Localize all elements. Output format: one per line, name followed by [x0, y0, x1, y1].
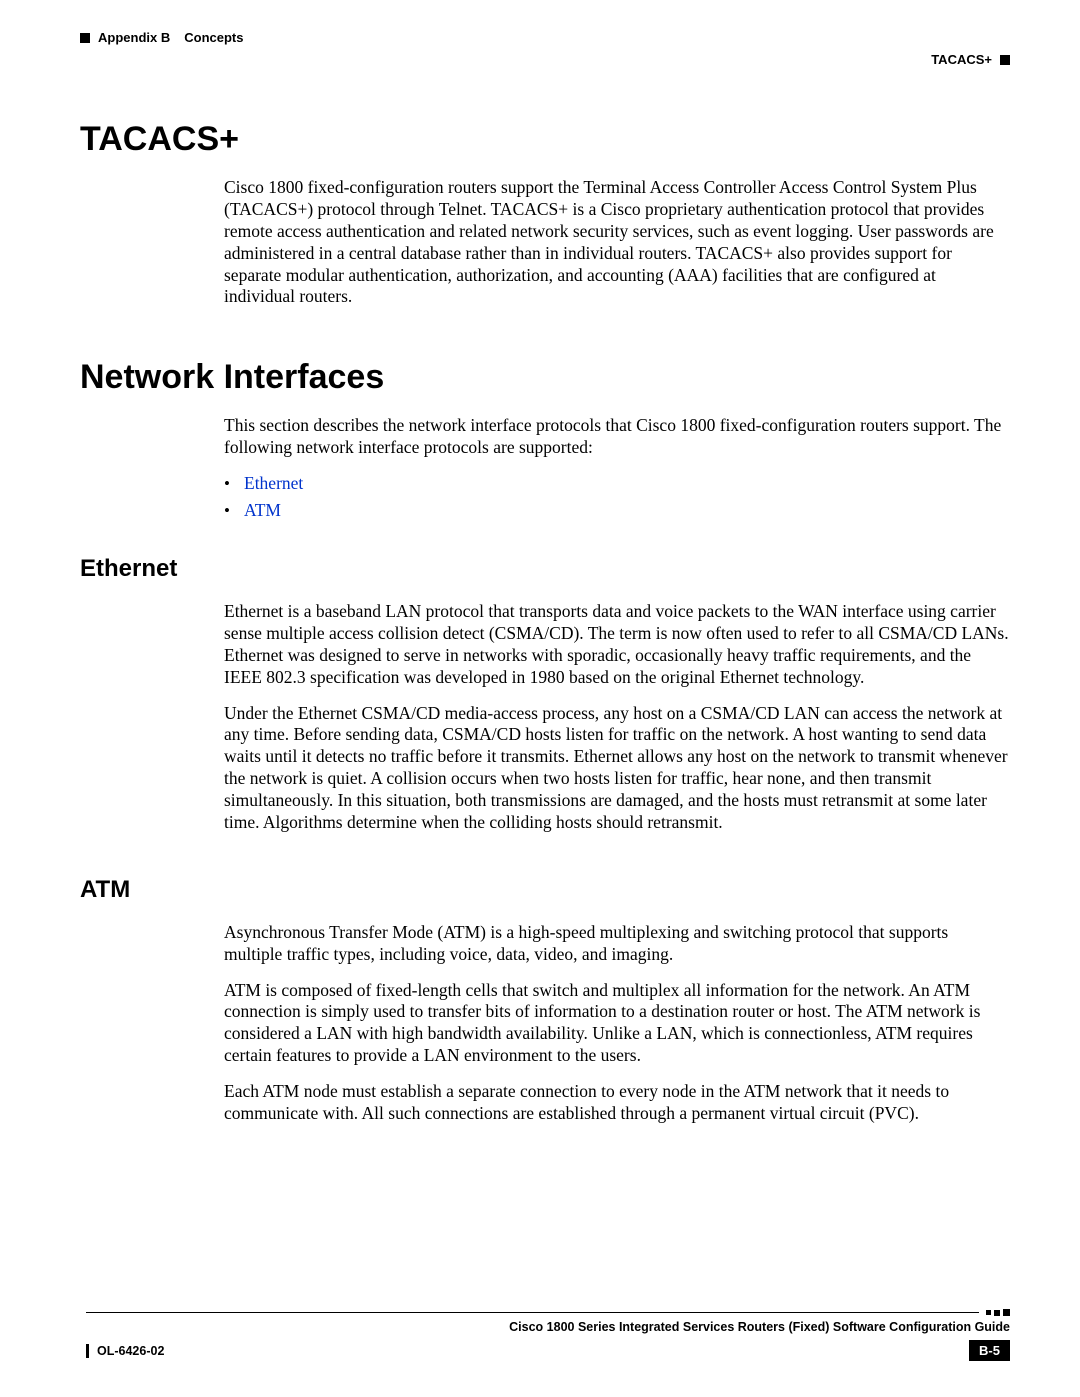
atm-link[interactable]: ATM [244, 500, 281, 520]
footer-doc-id: OL-6426-02 [86, 1344, 164, 1358]
tacacs-heading: TACACS+ [80, 120, 1010, 159]
atm-paragraph-1: Asynchronous Transfer Mode (ATM) is a hi… [224, 922, 1010, 966]
atm-paragraph-2: ATM is composed of fixed-length cells th… [224, 980, 1010, 1068]
footer-rule [86, 1309, 1010, 1316]
tacacs-paragraph: Cisco 1800 fixed-configuration routers s… [224, 177, 1010, 308]
atm-heading: ATM [80, 876, 1010, 904]
appendix-label: Appendix B [98, 30, 170, 45]
content: TACACS+ Cisco 1800 fixed-configuration r… [80, 120, 1010, 1139]
footer-guide-title: Cisco 1800 Series Integrated Services Ro… [86, 1320, 1010, 1334]
page-number-badge: B-5 [969, 1340, 1010, 1361]
ethernet-paragraph-2: Under the Ethernet CSMA/CD media-access … [224, 703, 1010, 834]
atm-body: Asynchronous Transfer Mode (ATM) is a hi… [224, 922, 1010, 1125]
doc-id-text: OL-6426-02 [97, 1344, 164, 1358]
footer-bar-icon [86, 1344, 89, 1358]
network-interfaces-heading: Network Interfaces [80, 358, 1010, 397]
ethernet-paragraph-1: Ethernet is a baseband LAN protocol that… [224, 601, 1010, 689]
list-item: Ethernet [224, 473, 1010, 494]
atm-paragraph-3: Each ATM node must establish a separate … [224, 1081, 1010, 1125]
netif-intro: This section describes the network inter… [224, 415, 1010, 459]
appendix-title: Concepts [184, 30, 243, 45]
header-right: TACACS+ [931, 52, 1010, 67]
footer-bottom: OL-6426-02 B-5 [86, 1340, 1010, 1361]
list-item: ATM [224, 500, 1010, 521]
header-square-icon [1000, 55, 1010, 65]
ethernet-body: Ethernet is a baseband LAN protocol that… [224, 601, 1010, 834]
netif-link-list: Ethernet ATM [224, 473, 1010, 521]
page-footer: Cisco 1800 Series Integrated Services Ro… [86, 1309, 1010, 1361]
header-section-ref: TACACS+ [931, 52, 992, 67]
page: Appendix B Concepts TACACS+ TACACS+ Cisc… [0, 0, 1080, 1397]
header-left: Appendix B Concepts [80, 30, 243, 45]
tacacs-body: Cisco 1800 fixed-configuration routers s… [224, 177, 1010, 308]
ethernet-heading: Ethernet [80, 555, 1010, 583]
ethernet-link[interactable]: Ethernet [244, 473, 303, 493]
footer-dots-icon [983, 1309, 1010, 1316]
netif-body: This section describes the network inter… [224, 415, 1010, 521]
header-square-icon [80, 33, 90, 43]
running-header: Appendix B Concepts TACACS+ [80, 30, 1010, 46]
